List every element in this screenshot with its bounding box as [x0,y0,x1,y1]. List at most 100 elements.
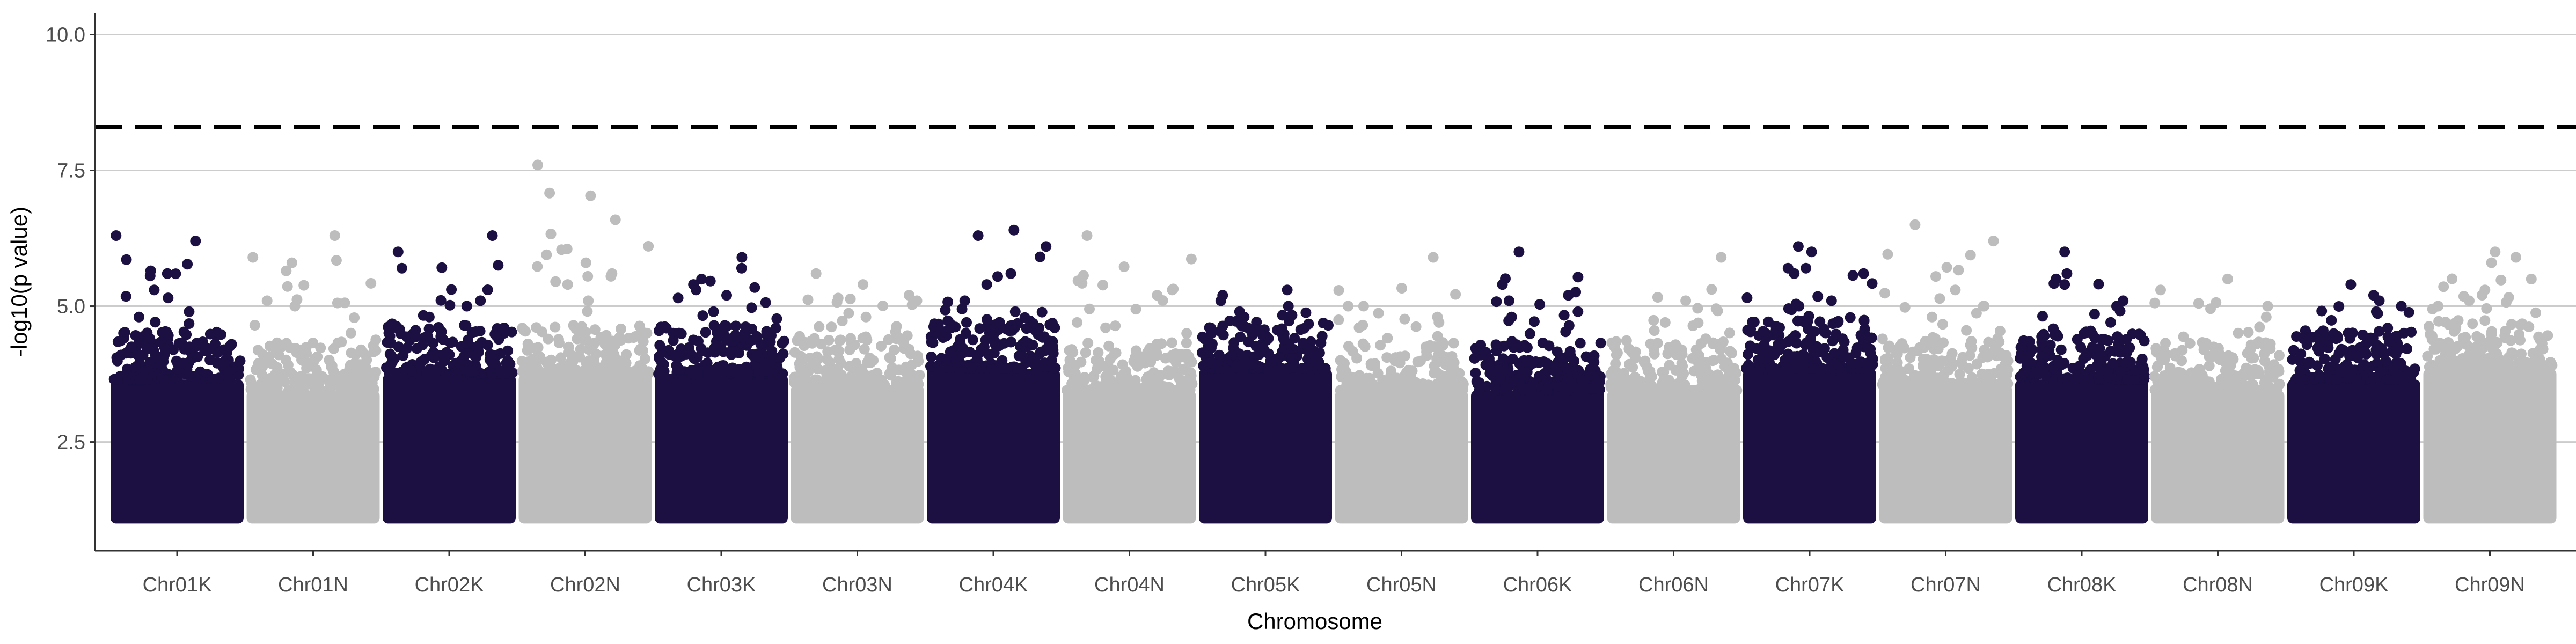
data-point [1166,337,1177,348]
data-point [913,356,924,367]
chromosome-points-Chr08N [2149,273,2285,524]
data-point [1541,375,1553,386]
peak-point [1433,317,1445,328]
chromosome-points-Chr07N [1877,219,2014,524]
data-point [2121,334,2132,345]
data-point [2432,363,2442,374]
data-point [582,306,593,317]
data-point [845,333,856,344]
data-point [326,361,336,372]
data-point [199,369,210,380]
data-point [2395,371,2406,382]
data-point [1528,316,1540,327]
chromosome-points-Chr02N [516,159,654,524]
peak-point [721,290,732,301]
data-point [1665,382,1677,392]
chromosome-points-Chr09K [2287,279,2420,524]
data-point [2447,273,2458,284]
y-tick-label: 7.5 [57,160,85,182]
data-point [751,331,763,342]
peak-point [1008,224,1020,236]
data-point [1560,326,1571,338]
peak-point [1041,241,1052,252]
data-point [1070,360,1081,371]
data-point [385,350,397,361]
data-point [606,368,617,379]
data-point [1904,379,1914,391]
peak-point [1283,301,1294,312]
peak-point [1503,295,1514,306]
data-point [877,300,889,311]
data-point [2464,363,2476,374]
data-point [2081,349,2092,360]
data-point [522,364,533,375]
peak-point [1005,268,1016,279]
data-point [2526,274,2537,284]
data-point [1435,370,1446,382]
data-point [2115,365,2126,377]
x-tick-label: Chr01K [143,574,212,596]
data-point [1541,384,1553,394]
data-point [2021,366,2032,377]
data-point [1677,349,1688,360]
peak-point [133,311,144,323]
x-axis-ticks: Chr01K Chr01N Chr02K Chr02N Chr03K Chr03N Chr0… [143,551,2525,596]
data-point [1491,384,1502,396]
data-point [1990,343,2001,354]
data-point [1497,279,1508,290]
data-point [211,326,222,338]
data-point [1564,346,1576,357]
peak-point [1167,284,1178,296]
data-point [904,343,914,355]
data-point [688,334,699,346]
data-point [250,364,261,375]
data-point [1211,359,1222,370]
data-point [348,370,360,381]
data-point [770,323,781,334]
data-point [1021,341,1032,353]
data-point [802,294,814,305]
data-point [520,326,531,337]
data-point [2092,345,2103,356]
data-point [1662,348,1673,360]
data-point [864,370,875,382]
data-point [926,352,937,362]
data-point [1716,338,1728,349]
data-point [876,376,887,387]
data-point [1378,385,1389,396]
data-point [901,367,912,378]
data-point [1722,357,1733,369]
data-point [463,365,474,377]
data-point [1399,313,1410,325]
chromosome-points-Chr06K [1469,246,1606,524]
data-point [1493,364,1504,376]
data-point [847,361,858,372]
data-point [2184,338,2196,349]
data-point [178,357,189,369]
data-point [190,372,201,384]
data-point [395,328,406,339]
data-point [1315,338,1327,348]
data-point [152,356,163,367]
data-point [2130,364,2141,376]
data-point [1958,378,1970,390]
peak-point [1700,333,1711,345]
peak-point [1152,290,1163,301]
data-point [1121,383,1132,394]
data-point [1519,340,1530,351]
data-point [2383,336,2395,347]
data-point [1914,342,1926,353]
data-point [1448,357,1460,368]
data-point [484,367,495,378]
data-point [2231,383,2242,394]
x-tick-label: Chr04K [959,574,1028,596]
data-point [218,360,230,371]
data-point [2160,338,2171,349]
peak-point [1927,311,1937,323]
data-point [212,347,223,358]
data-point [760,297,771,308]
data-point [130,330,141,341]
data-point [473,347,484,358]
peak-point [261,295,273,306]
data-point [971,354,983,365]
